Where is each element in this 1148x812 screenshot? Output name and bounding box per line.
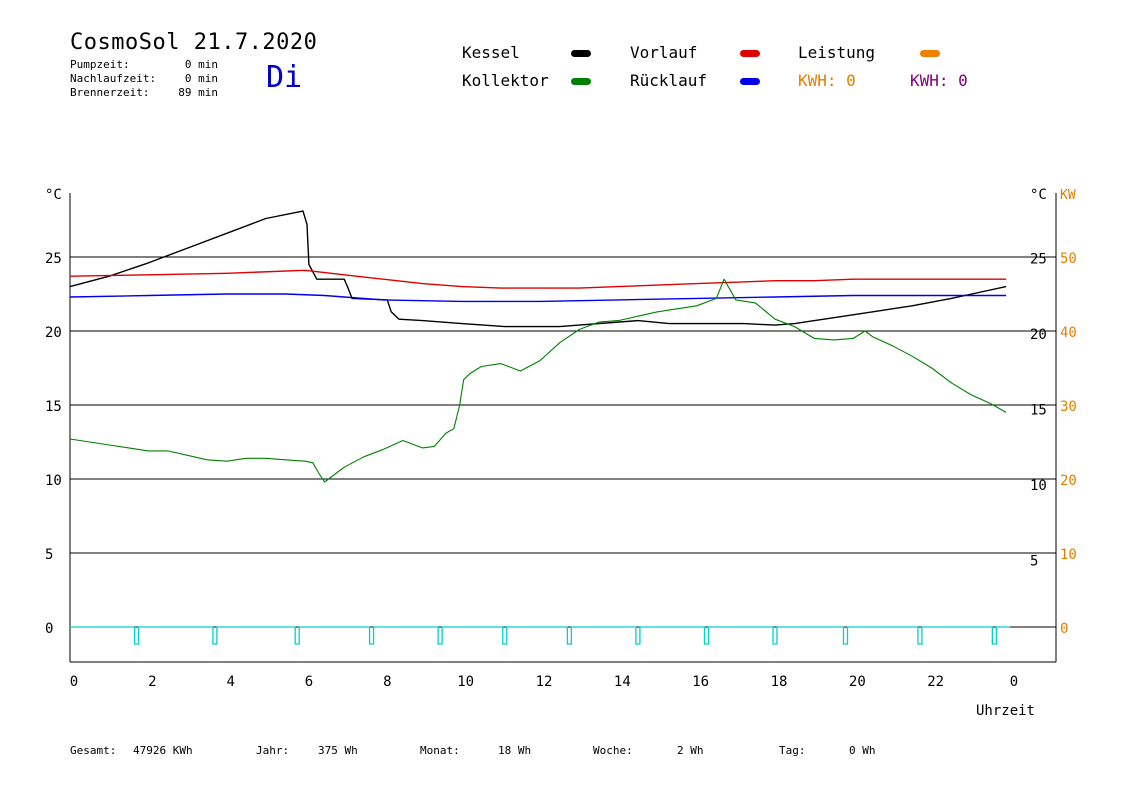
- y2-unit: KW: [1060, 188, 1076, 203]
- series-kessel: [69, 210, 1007, 328]
- y-right-tick-label: 15: [1030, 403, 1047, 419]
- series-pump-signal: [70, 626, 1010, 645]
- stat-label-pumpzeit: Pumpzeit:: [70, 58, 130, 71]
- series-ruecklauf: [69, 293, 1007, 303]
- y-right-tick-label: 5: [1030, 554, 1038, 570]
- y2-tick-label: 50: [1060, 251, 1077, 267]
- legend-leistung-swatch: [920, 50, 940, 57]
- legend-kessel-swatch: [571, 50, 591, 57]
- legend-kollektor-swatch: [571, 78, 591, 85]
- x-tick-label: 20: [849, 674, 866, 690]
- footer-jahr-value: 375 Wh: [318, 744, 358, 757]
- footer-monat-value: 18 Wh: [498, 744, 532, 757]
- y-right-tick-label: 20: [1030, 327, 1047, 343]
- stat-label-brennerzeit: Brennerzeit:: [70, 86, 150, 99]
- legend-leistung-label: Leistung: [798, 43, 876, 62]
- series-kollektor: [69, 278, 1007, 483]
- y-left-unit: °C: [45, 187, 62, 203]
- x-tick-label: 22: [927, 674, 944, 690]
- stat-value-brennerzeit: 89 min: [178, 86, 218, 99]
- footer-tag-label: Tag:: [779, 744, 806, 757]
- y2-tick-label: 30: [1060, 399, 1077, 415]
- legend-kollektor-label: Kollektor: [462, 71, 549, 90]
- y2-tick-label: 20: [1060, 473, 1077, 489]
- x-tick-label: 4: [226, 674, 234, 690]
- footer-gesamt-label: Gesamt:: [70, 744, 117, 757]
- page-title: CosmoSol 21.7.2020: [70, 30, 318, 55]
- footer-monat-label: Monat:: [420, 744, 460, 757]
- y-right-tick-label: 10: [1030, 478, 1047, 494]
- x-tick-label: 16: [692, 674, 709, 690]
- kwh-orange-label: KWH: 0: [798, 71, 856, 90]
- weekday-label: Di: [266, 60, 303, 95]
- y-left-tick-label: 15: [45, 399, 62, 415]
- y-left-tick-label: 25: [45, 251, 62, 267]
- legend-ruecklauf-label: Rücklauf: [630, 71, 708, 90]
- x-tick-label: 10: [457, 674, 474, 690]
- y2-tick-label: 10: [1060, 547, 1077, 563]
- x-tick-label: 2: [148, 674, 156, 690]
- x-tick-label: 8: [383, 674, 391, 690]
- footer-jahr-label: Jahr:: [256, 744, 290, 757]
- footer-gesamt-value: 47926 KWh: [133, 744, 193, 757]
- footer-tag-value: 0 Wh: [849, 744, 876, 757]
- x-tick-label: 0: [70, 674, 78, 690]
- legend-vorlauf-label: Vorlauf: [630, 43, 698, 62]
- kwh-purple-label: KWH: 0: [910, 71, 968, 90]
- y-left-tick-label: 0: [45, 621, 53, 637]
- stat-label-nachlaufzeit: Nachlaufzeit:: [70, 72, 157, 85]
- x-axis-label: Uhrzeit: [976, 703, 1035, 719]
- y-left-tick-label: 5: [45, 547, 53, 563]
- y-left-tick-label: 10: [45, 473, 62, 489]
- x-tick-label: 6: [305, 674, 313, 690]
- stat-value-nachlaufzeit: 0 min: [184, 72, 218, 85]
- x-tick-label: 18: [771, 674, 788, 690]
- legend-kessel-label: Kessel: [462, 43, 520, 62]
- y2-tick-label: 0: [1060, 621, 1068, 637]
- series-vorlauf: [69, 269, 1007, 289]
- stat-value-pumpzeit: 0 min: [184, 58, 218, 71]
- x-tick-label: 0: [1010, 674, 1018, 690]
- legend-vorlauf-swatch: [740, 50, 760, 57]
- y-right-unit: °C: [1030, 187, 1047, 203]
- footer-woche-label: Woche:: [593, 744, 633, 757]
- x-tick-label: 14: [614, 674, 631, 690]
- y2-tick-label: 40: [1060, 325, 1077, 341]
- x-tick-label: 12: [536, 674, 553, 690]
- y-right-tick-label: 25: [1030, 252, 1047, 268]
- y-left-tick-label: 20: [45, 325, 62, 341]
- footer-woche-value: 2 Wh: [677, 744, 704, 757]
- legend-ruecklauf-swatch: [740, 78, 760, 85]
